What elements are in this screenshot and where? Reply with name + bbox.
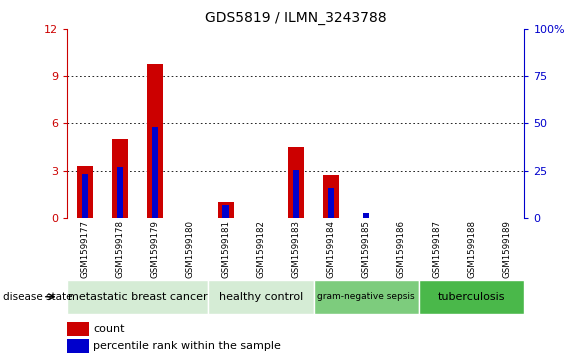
- Bar: [314, 280, 419, 314]
- Bar: [218, 202, 233, 218]
- Text: percentile rank within the sample: percentile rank within the sample: [93, 341, 281, 351]
- Bar: [223, 205, 229, 218]
- Title: GDS5819 / ILMN_3243788: GDS5819 / ILMN_3243788: [205, 11, 387, 25]
- Text: GSM1599179: GSM1599179: [151, 220, 160, 278]
- Bar: [328, 188, 334, 218]
- Text: gram-negative sepsis: gram-negative sepsis: [318, 292, 415, 301]
- Bar: [113, 139, 128, 218]
- Bar: [208, 280, 314, 314]
- Bar: [67, 280, 208, 314]
- Text: healthy control: healthy control: [219, 292, 303, 302]
- Text: disease state: disease state: [3, 292, 73, 302]
- Text: GSM1599187: GSM1599187: [432, 220, 441, 278]
- Bar: [82, 174, 88, 218]
- Bar: [67, 339, 89, 353]
- Text: GSM1599184: GSM1599184: [326, 220, 336, 278]
- Text: count: count: [93, 324, 125, 334]
- Text: GSM1599188: GSM1599188: [467, 220, 476, 278]
- Bar: [419, 280, 524, 314]
- Text: GSM1599177: GSM1599177: [80, 220, 90, 278]
- Text: GSM1599183: GSM1599183: [291, 220, 301, 278]
- Text: GSM1599178: GSM1599178: [115, 220, 125, 278]
- Bar: [77, 166, 93, 218]
- Bar: [148, 64, 163, 218]
- Text: GSM1599189: GSM1599189: [502, 220, 512, 278]
- Text: metastatic breast cancer: metastatic breast cancer: [68, 292, 207, 302]
- Text: tuberculosis: tuberculosis: [438, 292, 506, 302]
- Bar: [117, 167, 123, 218]
- Text: GSM1599185: GSM1599185: [362, 220, 371, 278]
- Text: GSM1599181: GSM1599181: [221, 220, 230, 278]
- Bar: [288, 147, 304, 218]
- Text: GSM1599186: GSM1599186: [397, 220, 406, 278]
- Text: GSM1599180: GSM1599180: [186, 220, 195, 278]
- Bar: [152, 127, 158, 218]
- Bar: [323, 175, 339, 218]
- Bar: [363, 213, 369, 218]
- Bar: [67, 322, 89, 336]
- Bar: [293, 170, 299, 218]
- Text: GSM1599182: GSM1599182: [256, 220, 265, 278]
